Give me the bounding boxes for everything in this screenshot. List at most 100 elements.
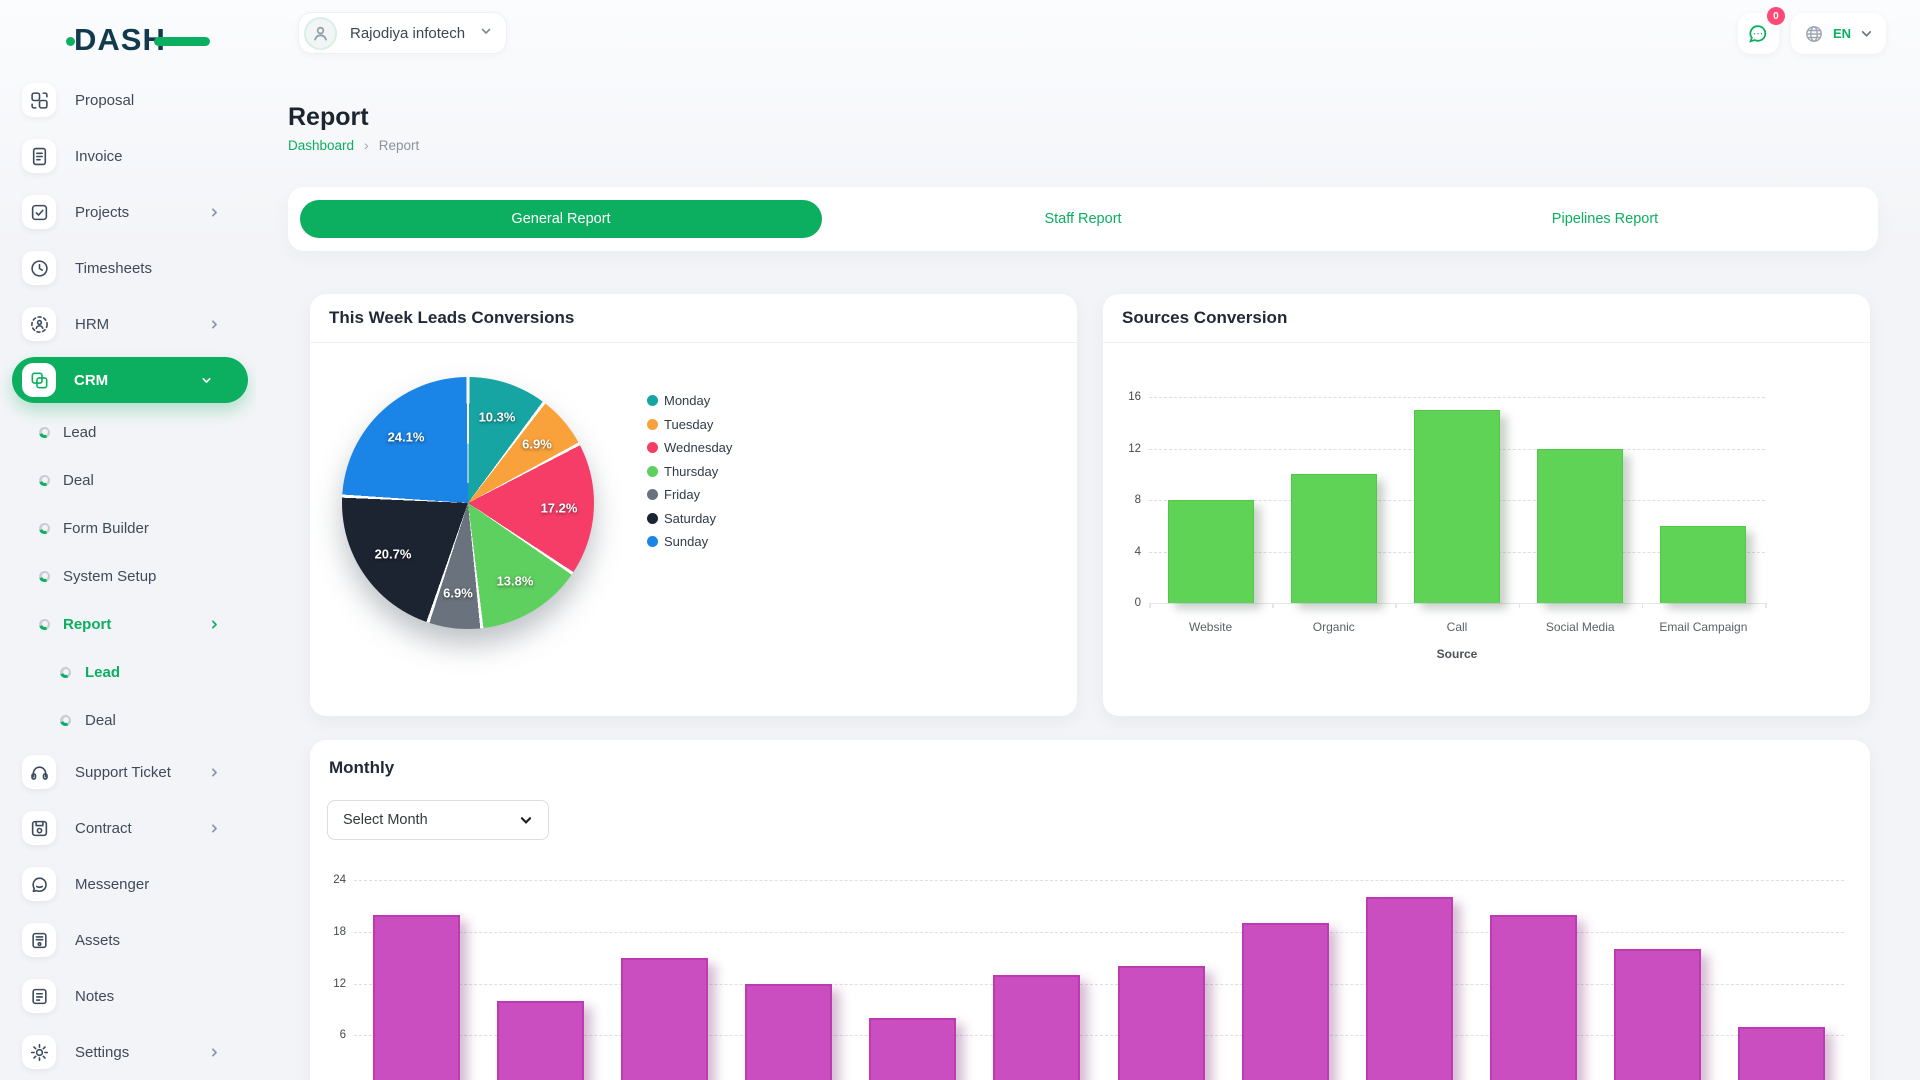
y-axis-tick-label: 18: [333, 925, 346, 938]
pie-slice-label: 13.8%: [496, 573, 534, 589]
bar: [1117, 966, 1205, 1080]
bullet-icon: [39, 474, 50, 486]
breadcrumb-dashboard-link[interactable]: Dashboard: [288, 137, 355, 153]
chevron-right-icon: [212, 619, 217, 629]
select-month-dropdown[interactable]: Select Month: [327, 800, 549, 840]
pie-slice-label: 24.1%: [387, 429, 425, 445]
pie-slice-label: 10.3%: [478, 409, 516, 425]
card-header: Sources Conversion: [1103, 294, 1870, 343]
x-axis-category-label: Organic: [1312, 620, 1355, 634]
bar: [1167, 500, 1254, 603]
sidebar-item-projects[interactable]: Projects: [0, 184, 256, 240]
timesheets-icon: [30, 259, 48, 277]
leads-conversions-card: This Week Leads Conversions 10.3% 6.9% 17.…: [310, 294, 1077, 716]
gridline: [354, 1035, 1844, 1037]
sidebar-item-report-lead[interactable]: Lead: [0, 648, 256, 696]
charts-row: This Week Leads Conversions 10.3% 6.9% 17.…: [310, 294, 1870, 716]
card-title: This Week Leads Conversions: [329, 308, 575, 327]
card-header: This Week Leads Conversions: [310, 294, 1077, 343]
logo-accent-bar: [154, 37, 210, 46]
language-selector[interactable]: EN: [1790, 13, 1886, 54]
chevron-down-icon: [519, 813, 533, 827]
notes-icon-box: [22, 979, 56, 1013]
sources-conversion-card: Sources Conversion 0 4 8 12 16 Website Organic…: [1103, 294, 1870, 716]
assets-icon: [31, 932, 47, 948]
legend-item: Friday: [647, 485, 732, 504]
x-axis-tick: [1765, 603, 1767, 608]
legend-item: Tuesday: [647, 415, 732, 434]
assets-icon-box: [22, 923, 56, 957]
proposal-icon: [30, 91, 48, 109]
x-axis-title: Source: [1436, 647, 1478, 661]
sidebar-item-lead[interactable]: Lead: [0, 408, 256, 456]
sources-bar-chart: 0 4 8 12 16 Website Organic Call Social Media Ema…: [1103, 343, 1870, 716]
sidebar-item-assets[interactable]: Assets: [0, 912, 256, 968]
tab-general-report[interactable]: General Report: [300, 200, 822, 238]
pie-slice-label: 6.9%: [443, 585, 473, 601]
bar: [1490, 914, 1578, 1080]
crm-icon: [31, 372, 47, 388]
legend-dot: [647, 442, 658, 453]
sidebar-item-messenger[interactable]: Messenger: [0, 856, 256, 912]
crm-icon-box: [22, 363, 56, 397]
bar: [1414, 409, 1500, 603]
chevron-right-icon: [212, 207, 217, 217]
select-month-value: Select Month: [343, 812, 428, 828]
sidebar-item-notes[interactable]: Notes: [0, 968, 256, 1024]
card-title: Sources Conversion: [1122, 308, 1288, 327]
hrm-icon-box: [22, 307, 56, 341]
legend-item: Thursday: [647, 462, 732, 481]
sidebar-item-invoice[interactable]: Invoice: [0, 128, 256, 184]
bar: [1738, 1026, 1826, 1080]
globe-icon: [1806, 25, 1822, 42]
sidebar-item-form-builder[interactable]: Form Builder: [0, 504, 256, 552]
sidebar-item-report[interactable]: Report: [0, 600, 256, 648]
bar: [1660, 525, 1747, 604]
settings-icon: [30, 1043, 48, 1061]
notes-icon: [31, 988, 47, 1004]
bullet-icon: [39, 522, 50, 534]
sidebar-item-hrm[interactable]: HRM: [0, 296, 256, 352]
sidebar-item-crm[interactable]: CRM: [12, 357, 248, 403]
x-axis-tick: [1272, 603, 1274, 608]
chevron-down-icon: [1861, 31, 1872, 37]
main-content: Report Dashboard › Report General Report…: [256, 72, 1920, 1080]
sidebar-item-settings[interactable]: Settings: [0, 1024, 256, 1080]
contract-icon: [31, 820, 47, 836]
sidebar-item-proposal[interactable]: Proposal: [0, 72, 256, 128]
legend-item: Wednesday: [647, 438, 732, 457]
bar: [496, 1000, 584, 1080]
gridline: [354, 931, 1844, 933]
x-axis-tick: [1395, 603, 1397, 608]
pie-slice-label: 6.9%: [522, 436, 552, 452]
y-axis-tick-label: 12: [333, 977, 346, 990]
legend-dot: [647, 512, 658, 524]
sidebar-item-timesheets[interactable]: Timesheets: [0, 240, 256, 296]
bar: [993, 974, 1081, 1080]
tab-staff-report[interactable]: Staff Report: [1044, 211, 1122, 227]
chevron-right-icon: [212, 767, 217, 777]
sidebar-item-deal[interactable]: Deal: [0, 456, 256, 504]
bar: [620, 957, 708, 1080]
y-axis-tick-label: 4: [1134, 545, 1141, 558]
legend-dot: [647, 395, 658, 406]
bullet-icon: [39, 426, 50, 438]
bar: [372, 914, 460, 1080]
timesheets-icon-box: [22, 251, 56, 285]
company-selector[interactable]: Rajodiya infotech: [298, 12, 508, 54]
bar: [869, 1018, 957, 1080]
pie-slice-label: 17.2%: [540, 500, 578, 516]
messages-button[interactable]: 0: [1737, 7, 1785, 54]
monthly-bar-chart: 06121824: [310, 740, 1870, 1080]
x-axis-category-label: Website: [1189, 620, 1233, 634]
tab-pipelines-report[interactable]: Pipelines Report: [1551, 211, 1659, 227]
sidebar-item-support-ticket[interactable]: Support Ticket: [0, 744, 256, 800]
topbar-actions: 0 EN: [1737, 7, 1886, 54]
sidebar-item-report-deal[interactable]: Deal: [0, 696, 256, 744]
language-code: EN: [1832, 26, 1851, 41]
person-icon: [314, 26, 327, 41]
legend-item: Saturday: [647, 509, 732, 528]
sidebar-item-contract[interactable]: Contract: [0, 800, 256, 856]
sidebar-item-system-setup[interactable]: System Setup: [0, 552, 256, 600]
messenger-icon-box: [22, 867, 56, 901]
